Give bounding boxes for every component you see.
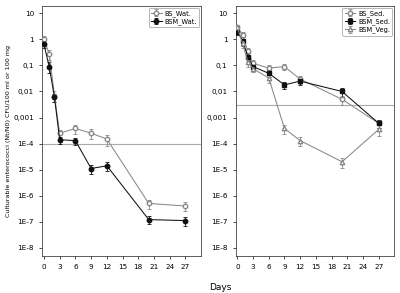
- Text: Days: Days: [209, 282, 231, 292]
- Y-axis label: Culturable enterococci (Nt/N0) CFU/100 ml or 100 mg: Culturable enterococci (Nt/N0) CFU/100 m…: [6, 45, 10, 217]
- Legend: BS_Sed., BSM_Sed., BSM_Veg.: BS_Sed., BSM_Sed., BSM_Veg.: [342, 8, 392, 36]
- Legend: BS_Wat., BSM_Wat.: BS_Wat., BSM_Wat.: [149, 8, 199, 27]
